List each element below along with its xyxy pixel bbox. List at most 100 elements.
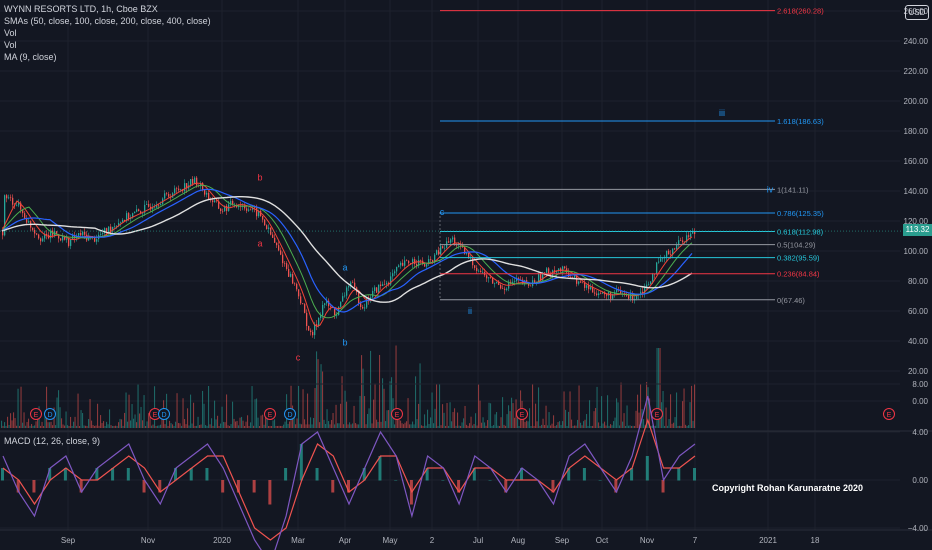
macd-hist-bar — [221, 480, 225, 493]
volume-bar — [562, 421, 564, 428]
volume-bar — [4, 422, 6, 428]
sma-100-line — [1, 184, 693, 319]
volume-bar — [401, 423, 403, 428]
volume-bar — [227, 425, 229, 428]
volume-bar — [124, 412, 126, 428]
candle-body — [126, 213, 128, 222]
wave-label: b — [257, 173, 262, 183]
candle-body — [208, 192, 210, 200]
candle-body — [574, 275, 576, 278]
x-tick-label: Jul — [473, 536, 483, 545]
candle-body — [116, 226, 118, 227]
candle-body — [602, 292, 604, 294]
volume-bar — [427, 409, 429, 428]
candle-body — [312, 331, 314, 336]
volume-bar — [442, 404, 444, 428]
volume-bar — [26, 422, 28, 428]
volume-bar — [334, 424, 336, 428]
volume-bar — [343, 424, 345, 428]
candle-body — [556, 270, 558, 273]
macd-hist-bar — [362, 468, 366, 481]
volume-bar — [199, 425, 201, 428]
volume-bar — [601, 396, 603, 428]
volume-bar — [43, 425, 45, 428]
volume-bar — [68, 425, 70, 428]
macd-hist-bar — [645, 456, 649, 481]
volume-bar — [355, 423, 357, 428]
volume-bar — [407, 398, 409, 428]
volume-bar — [238, 425, 240, 428]
candle-body — [28, 221, 30, 223]
volume-bar — [298, 385, 300, 428]
y-tick-label: 220.00 — [904, 67, 929, 76]
volume-bar — [59, 407, 61, 428]
volume-bar — [110, 425, 112, 428]
candle-body — [248, 209, 250, 211]
volume-bar — [670, 394, 672, 428]
candle-body — [40, 238, 42, 242]
candle-body — [216, 200, 218, 202]
volume-bar — [371, 423, 373, 428]
volume-bar — [88, 419, 90, 428]
x-tick-label: 2020 — [213, 536, 231, 545]
volume-bar — [328, 421, 330, 428]
y-tick-label: 40.00 — [908, 337, 929, 346]
currency-button[interactable]: USD — [905, 5, 929, 20]
candle-body — [678, 240, 680, 245]
candle-body — [340, 301, 342, 307]
volume-bar — [17, 388, 19, 428]
fib-level-label: 2.618(260.28) — [777, 7, 824, 16]
candle-body — [230, 200, 232, 205]
ma-legend[interactable]: MA (9, close) — [4, 52, 57, 62]
candle-body — [378, 284, 380, 293]
volume-bar — [7, 416, 9, 428]
wave-label: b — [342, 338, 347, 348]
candle-body — [558, 268, 560, 271]
macd-hist-bar — [142, 480, 146, 493]
volume-bar — [658, 348, 660, 428]
candle-body — [50, 230, 52, 239]
event-marker-label: E — [395, 412, 400, 419]
volume-bar — [556, 425, 558, 428]
volume-bar — [583, 421, 585, 428]
volume-bar — [299, 423, 301, 428]
candle-body — [336, 314, 338, 316]
candle-body — [344, 295, 346, 297]
candle-body — [514, 281, 516, 282]
macd-hist-bar — [661, 480, 665, 493]
vol-legend-2[interactable]: Vol — [4, 40, 17, 50]
volume-bar — [352, 423, 354, 428]
volume-bar — [626, 405, 628, 428]
volume-bar — [67, 425, 69, 428]
vol-legend-1[interactable]: Vol — [4, 28, 17, 38]
volume-bar — [677, 425, 679, 428]
event-marker-label: E — [268, 412, 273, 419]
sma-legend[interactable]: SMAs (50, close, 100, close, 200, close,… — [4, 16, 211, 26]
volume-bar — [667, 425, 669, 428]
volume-bar — [311, 424, 313, 428]
volume-bar — [242, 420, 244, 428]
volume-bar — [469, 423, 471, 428]
macd-hist-bar — [32, 480, 36, 493]
volume-bar — [244, 426, 246, 428]
candle-body — [218, 200, 220, 209]
volume-bar — [98, 425, 100, 428]
macd-legend[interactable]: MACD (12, 26, close, 9) — [4, 436, 101, 446]
volume-bar — [635, 410, 637, 428]
volume-bar — [134, 414, 136, 428]
candle-body — [516, 278, 518, 282]
candle-body — [84, 231, 86, 235]
macd-hist-bar — [126, 468, 130, 481]
candle-body — [434, 254, 436, 263]
event-marker-label: D — [287, 412, 292, 419]
volume-bar — [350, 424, 352, 428]
event-marker-circle — [391, 408, 403, 420]
macd-hist-bar — [693, 468, 696, 481]
volume-bar — [340, 403, 342, 428]
candle-body — [360, 303, 362, 307]
volume-bar — [65, 411, 67, 428]
volume-bar — [313, 418, 315, 428]
volume-bar — [445, 425, 447, 428]
candle-body — [550, 273, 552, 276]
